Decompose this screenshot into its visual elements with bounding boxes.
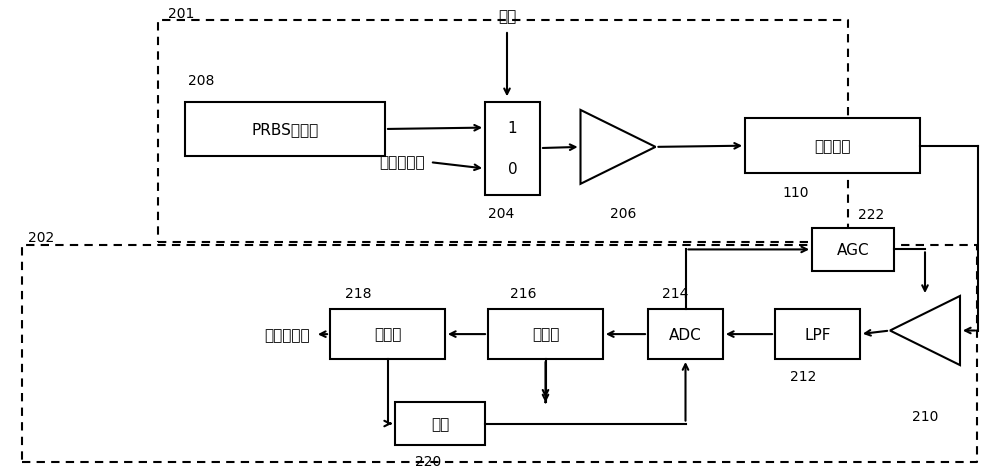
Text: AGC: AGC	[837, 242, 869, 258]
Bar	[485, 102, 540, 195]
Text: 定时: 定时	[431, 416, 449, 431]
Text: 0: 0	[508, 162, 517, 177]
Bar	[648, 309, 723, 359]
Text: 110: 110	[782, 186, 808, 199]
Text: 212: 212	[790, 369, 816, 383]
Bar	[812, 228, 894, 271]
Text: 接收比特流: 接收比特流	[264, 327, 310, 342]
Text: 204: 204	[488, 207, 514, 221]
Text: 216: 216	[510, 287, 536, 301]
Text: 解调器: 解调器	[374, 327, 401, 342]
Text: PRBS生成器: PRBS生成器	[251, 122, 319, 137]
Text: 201: 201	[168, 7, 194, 21]
Bar	[745, 119, 920, 174]
Bar	[395, 402, 485, 445]
Text: LPF: LPF	[804, 327, 831, 342]
Text: 208: 208	[188, 74, 214, 88]
Text: 调试: 调试	[498, 10, 516, 24]
Text: 1: 1	[508, 121, 517, 136]
Bar	[488, 309, 603, 359]
Text: 传输比特流: 传输比特流	[379, 155, 425, 170]
Text: 214: 214	[662, 287, 688, 301]
Text: 220: 220	[415, 454, 441, 467]
Text: 222: 222	[858, 208, 884, 221]
Text: 206: 206	[610, 207, 636, 221]
Text: 物理链路: 物理链路	[814, 139, 851, 154]
Text: ADC: ADC	[669, 327, 702, 342]
Bar	[185, 102, 385, 157]
Text: 210: 210	[912, 409, 938, 423]
Text: 202: 202	[28, 231, 54, 245]
Bar	[330, 309, 445, 359]
Text: 滤波器: 滤波器	[532, 327, 559, 342]
Bar	[775, 309, 860, 359]
Text: 218: 218	[345, 287, 372, 301]
